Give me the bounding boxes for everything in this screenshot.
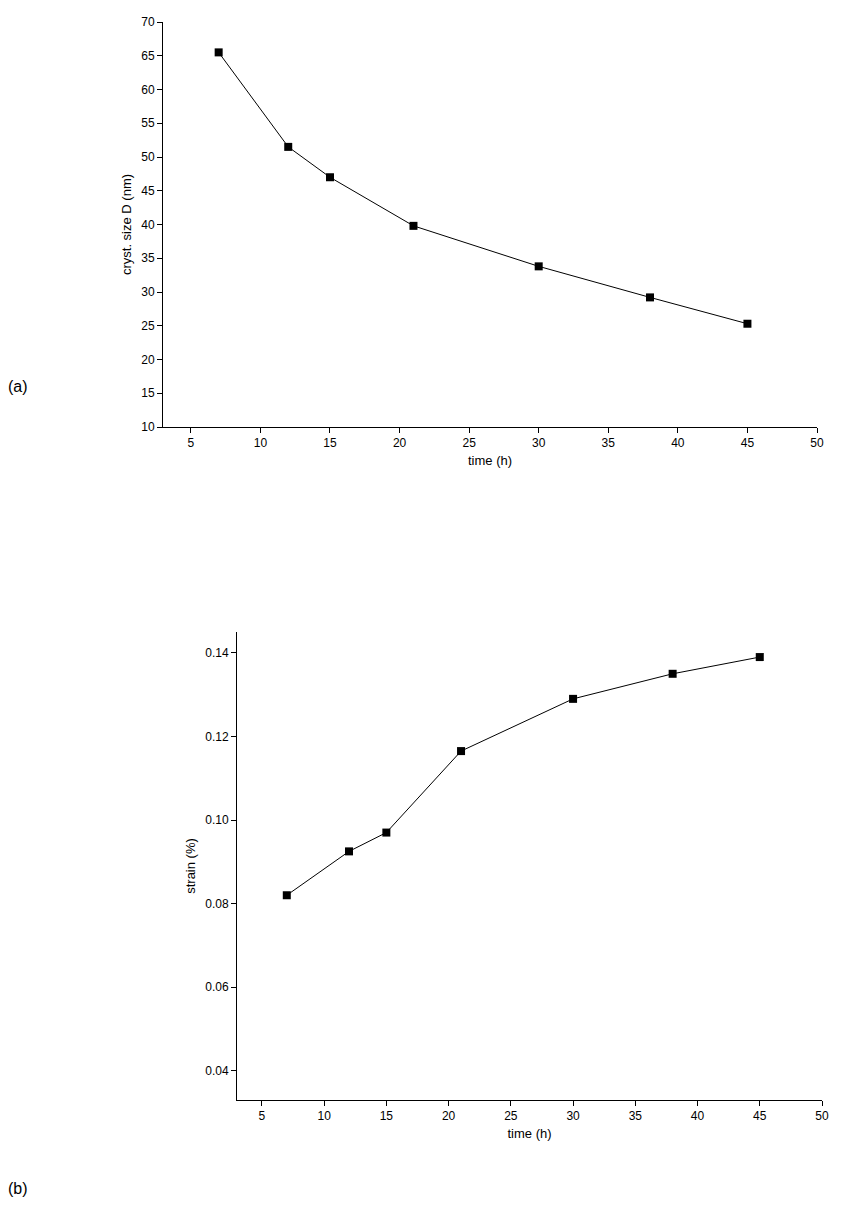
svg-text:50: 50 — [141, 150, 155, 164]
svg-text:cryst. size D (nm): cryst. size D (nm) — [119, 174, 134, 275]
svg-text:0.12: 0.12 — [205, 730, 229, 744]
svg-text:50: 50 — [810, 436, 824, 450]
svg-text:25: 25 — [504, 1109, 518, 1123]
svg-text:70: 70 — [141, 15, 155, 29]
svg-text:30: 30 — [532, 436, 546, 450]
svg-text:0.06: 0.06 — [205, 980, 229, 994]
svg-text:time (h): time (h) — [468, 453, 512, 468]
svg-text:15: 15 — [323, 436, 337, 450]
svg-text:40: 40 — [141, 218, 155, 232]
svg-text:65: 65 — [141, 49, 155, 63]
svg-text:0.04: 0.04 — [205, 1064, 229, 1078]
svg-text:time (h): time (h) — [507, 1126, 551, 1141]
svg-text:10: 10 — [317, 1109, 331, 1123]
svg-text:55: 55 — [141, 116, 155, 130]
svg-text:15: 15 — [141, 386, 155, 400]
svg-text:25: 25 — [141, 319, 155, 333]
svg-text:60: 60 — [141, 83, 155, 97]
svg-text:45: 45 — [753, 1109, 767, 1123]
svg-text:30: 30 — [141, 285, 155, 299]
svg-text:strain (%): strain (%) — [183, 838, 198, 894]
svg-text:50: 50 — [815, 1109, 829, 1123]
html-text:(b): (b) — [8, 1180, 28, 1197]
svg-text:45: 45 — [741, 436, 755, 450]
svg-text:35: 35 — [629, 1109, 643, 1123]
svg-text:45: 45 — [141, 184, 155, 198]
svg-text:30: 30 — [566, 1109, 580, 1123]
svg-text:5: 5 — [187, 436, 194, 450]
svg-text:20: 20 — [141, 353, 155, 367]
svg-text:25: 25 — [462, 436, 476, 450]
svg-text:20: 20 — [393, 436, 407, 450]
svg-text:15: 15 — [380, 1109, 394, 1123]
svg-text:40: 40 — [671, 436, 685, 450]
svg-text:0.08: 0.08 — [205, 897, 229, 911]
html-text:(a): (a) — [8, 378, 28, 395]
svg-text:10: 10 — [254, 436, 268, 450]
svg-text:20: 20 — [442, 1109, 456, 1123]
svg-text:35: 35 — [602, 436, 616, 450]
svg-text:0.10: 0.10 — [205, 813, 229, 827]
svg-text:0.14: 0.14 — [205, 646, 229, 660]
svg-text:10: 10 — [141, 420, 155, 434]
svg-text:35: 35 — [141, 251, 155, 265]
svg-text:40: 40 — [691, 1109, 705, 1123]
svg-text:5: 5 — [259, 1109, 266, 1123]
